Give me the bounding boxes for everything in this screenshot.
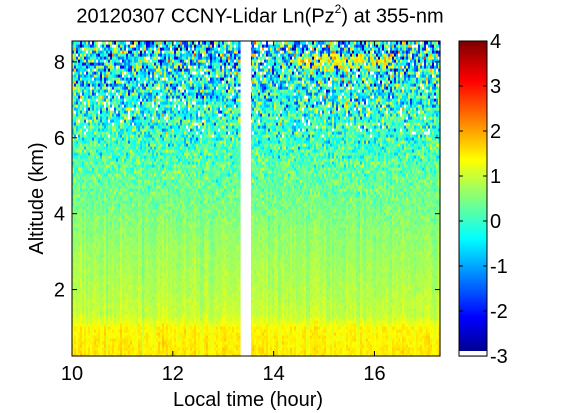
colorbar-tick-label: 1 (490, 166, 501, 188)
x-tick-label: 10 (61, 363, 83, 385)
y-tick-label: 8 (54, 52, 65, 74)
y-axis-label: Altitude (km) (26, 142, 48, 254)
x-axis-label: Local time (hour) (173, 389, 323, 411)
colorbar-tick-label: 4 (490, 31, 501, 53)
y-tick-label: 4 (54, 204, 65, 226)
colorbar-tick-label: -1 (490, 256, 508, 278)
colorbar-tick-label: -3 (490, 346, 508, 368)
x-tick-label: 16 (363, 363, 385, 385)
colorbar-tick-label: 2 (490, 121, 501, 143)
x-tick-label: 12 (162, 363, 184, 385)
heatmap-field (72, 41, 441, 357)
colorbar (459, 41, 487, 357)
colorbar-tick-label: -2 (490, 301, 508, 323)
data-gap (241, 41, 251, 356)
y-tick-label: 6 (54, 128, 65, 150)
y-tick-label: 2 (54, 280, 65, 302)
colorbar-tick-label: 0 (490, 211, 501, 233)
x-tick-label: 14 (263, 363, 285, 385)
colorbar-under-swatch (459, 351, 487, 356)
colorbar-tick-label: 3 (490, 76, 501, 98)
